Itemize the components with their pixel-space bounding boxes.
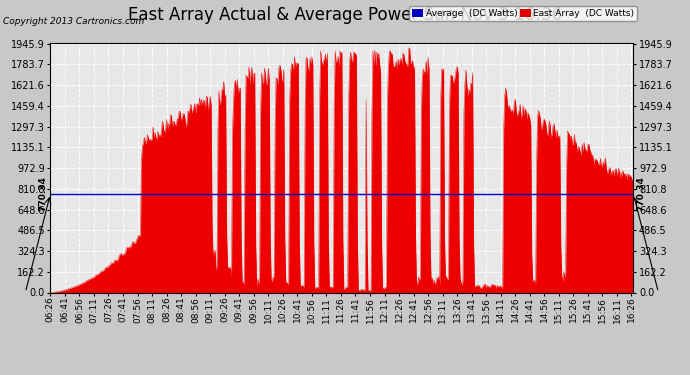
Text: 770.34: 770.34: [636, 177, 645, 212]
Text: 770.34: 770.34: [39, 177, 48, 212]
Text: East Array Actual & Average Power Sun Nov 3 16:36: East Array Actual & Average Power Sun No…: [128, 6, 562, 24]
Text: Copyright 2013 Cartronics.com: Copyright 2013 Cartronics.com: [3, 17, 145, 26]
Legend: Average  (DC Watts), East Array  (DC Watts): Average (DC Watts), East Array (DC Watts…: [409, 6, 637, 21]
